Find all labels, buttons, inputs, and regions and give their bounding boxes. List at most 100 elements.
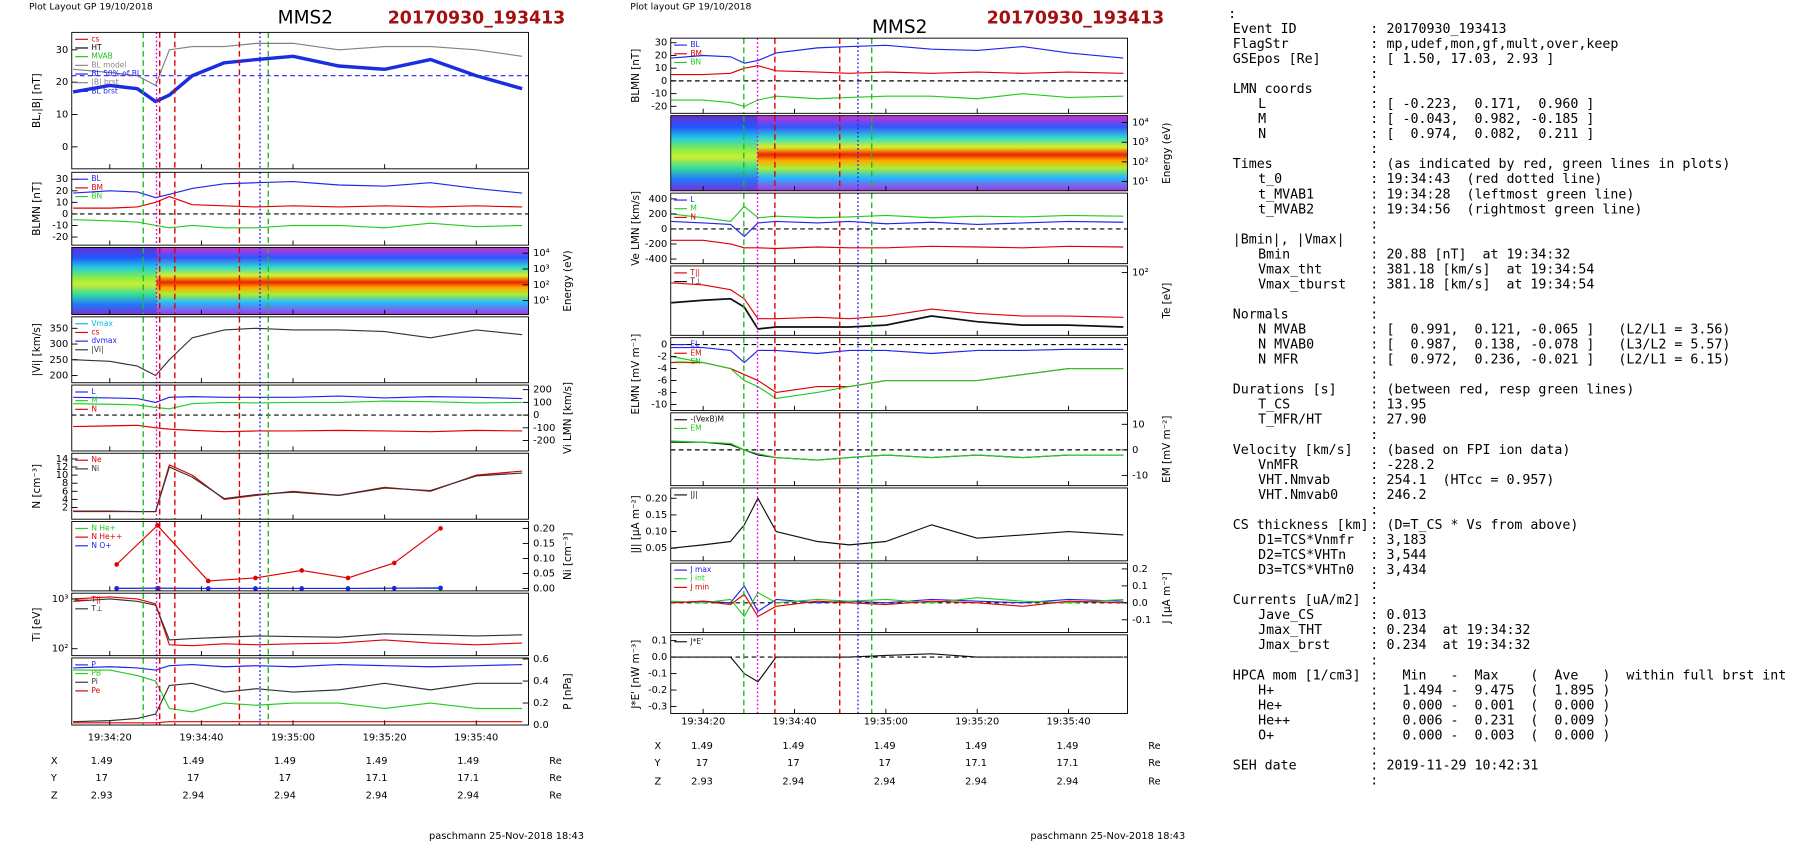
separator: : [1370, 518, 1378, 533]
legend-label: BM [91, 183, 103, 192]
section-title: Currents [uA/m2] [1233, 593, 1361, 608]
legend-label: J*E' [689, 637, 703, 646]
field-value: [ -0.223, 0.171, 0.960 ] [1387, 97, 1595, 112]
ephemeris-unit: Re [1148, 758, 1160, 769]
field-value: 19:34:28 (leftmost green line) [1387, 187, 1635, 202]
field-value: 0.000 - 0.001 ( 0.000 ) [1387, 698, 1611, 713]
trace [73, 464, 523, 513]
y-tick-label: -10 [1132, 470, 1148, 481]
ephemeris-value: 1.49 [91, 756, 113, 767]
panel: -400 -200 0 200 400 Ve LMN [km/s] LMN [630, 191, 1128, 266]
field-key: N MFR [1258, 353, 1298, 368]
panel-frame [670, 192, 1128, 265]
separator: : [1370, 653, 1378, 668]
separator: : [1370, 398, 1378, 413]
data-point [345, 575, 351, 581]
section-value: (as indicated by red, green lines in plo… [1387, 157, 1731, 172]
field-value: [ 0.972, 0.236, -0.021 ] (L2/L1 = 6.15) [1387, 353, 1731, 368]
field-key: N [1258, 127, 1266, 142]
y-tick-label: 0.6 [533, 654, 549, 665]
field-value: 19:34:56 (rightmost green line) [1387, 202, 1643, 217]
y-axis-label: Ti [eV] [31, 608, 43, 643]
legend-label: |J| [690, 490, 697, 499]
trace [73, 180, 523, 199]
y-tick-label: 10⁴ [533, 248, 549, 259]
y-tick-label: 20 [56, 77, 69, 88]
separator: : [1370, 37, 1378, 52]
legend-label: Pi [91, 677, 97, 686]
y-axis-label: ELMN [mV m⁻¹] [630, 334, 642, 415]
y-tick-label: 14 [56, 454, 69, 465]
y-tick-label: 0.0 [1132, 598, 1148, 609]
panel-body [73, 453, 523, 520]
y-tick-label: 0.05 [645, 543, 667, 554]
panel-frame [670, 634, 1128, 714]
ephemeris-value: 17 [187, 773, 199, 784]
y-tick-label: 0 [1132, 445, 1138, 456]
separator: : [1370, 82, 1378, 97]
ephemeris-value: 2.94 [182, 791, 204, 802]
y-tick-label: 10 [655, 63, 668, 74]
y-tick-label: 10² [1132, 268, 1148, 279]
ephemeris-unit: Re [549, 756, 561, 767]
plot-header: Plot layout GP 19/10/2018 [630, 1, 751, 12]
legend-label: BM [690, 49, 702, 58]
panel-body [73, 657, 523, 726]
y-axis-label: Ni [cm⁻³] [562, 532, 574, 580]
separator: : [1370, 698, 1378, 713]
panel-body [71, 385, 529, 451]
y-tick-label: -0.2 [648, 685, 667, 696]
field-value: [ 0.987, 0.138, -0.078 ] (L3/L2 = 5.57) [1387, 338, 1731, 353]
field-value: [ 1.50, 17.03, 2.93 ] [1387, 52, 1555, 67]
panel-frame [670, 37, 1128, 114]
panel-frame [71, 171, 529, 246]
legend-label: |B| brst [91, 78, 118, 87]
field-key: Jmax_THT [1258, 623, 1322, 638]
plot-footer: paschmann 25-Nov-2018 18:43 [1030, 831, 1185, 841]
trace [72, 54, 523, 104]
panel: 10¹ 10² 10³ 10⁴ Energy (eV) [71, 246, 574, 315]
separator: : [1370, 473, 1378, 488]
panel-frame [71, 657, 529, 726]
spectrogram [670, 115, 758, 191]
y-tick-label: 100 [533, 397, 552, 408]
field-key: Event ID [1233, 22, 1297, 37]
legend-label: N [690, 212, 696, 221]
legend-label: PB [91, 669, 101, 678]
field-key: VHT.Nmvab [1258, 473, 1330, 488]
x-tick-label: 19:34:40 [772, 717, 816, 728]
ephemeris-value: 2.94 [874, 777, 896, 788]
y-tick-label: 30 [655, 38, 668, 49]
legend-label: BN [690, 57, 701, 66]
y-tick-label: 200 [649, 209, 668, 220]
separator: : [1370, 247, 1378, 262]
legend-label: J max [689, 565, 711, 574]
legend-label: BL 50% of BL [91, 69, 142, 78]
legend-label: T|| [689, 268, 700, 277]
section-title: CS thickness [km] [1233, 518, 1369, 533]
trace [671, 653, 1124, 683]
separator: : [1370, 202, 1378, 217]
y-axis-label: P [nPa] [562, 673, 574, 709]
trace [116, 587, 441, 590]
y-tick-label: 0 [62, 209, 68, 220]
plot-footer: paschmann 25-Nov-2018 18:43 [429, 831, 584, 841]
trace [73, 195, 523, 209]
field-value: 20.88 [nT] at 19:34:32 [1387, 247, 1571, 262]
field-value: 0.234 at 19:34:32 [1387, 638, 1531, 653]
trace [671, 361, 1124, 394]
separator: : [1370, 563, 1378, 578]
y-tick-label: 30 [56, 174, 69, 185]
y-tick-label: 10² [1132, 157, 1148, 168]
trace [671, 440, 1124, 461]
y-tick-label: 0 [661, 76, 667, 87]
legend-label: Ni [91, 464, 99, 473]
y-tick-label: 200 [50, 371, 69, 382]
data-point [299, 586, 305, 591]
y-tick-label: 0.1 [652, 636, 668, 647]
panel-frame [670, 487, 1128, 562]
